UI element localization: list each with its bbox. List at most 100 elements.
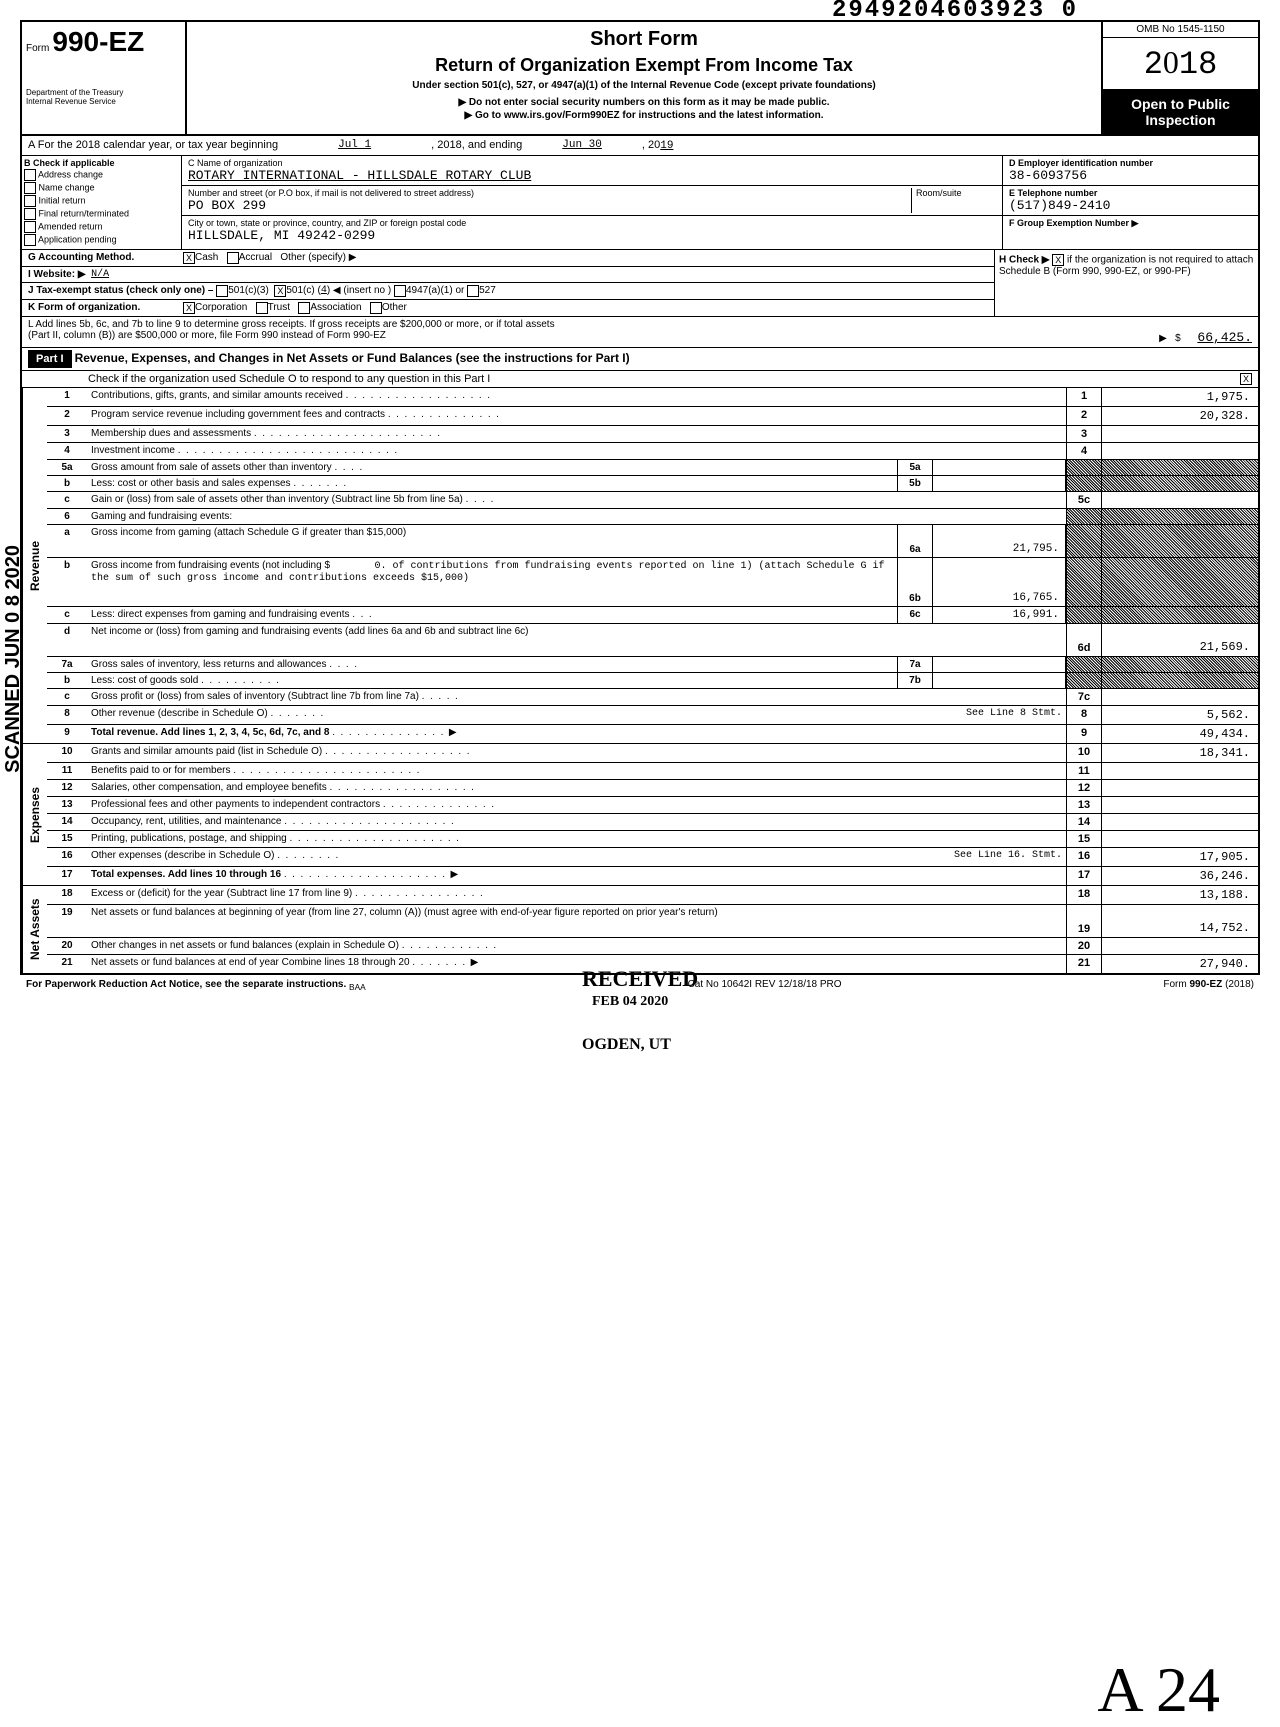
row-a-tax-year: A For the 2018 calendar year, or tax yea… bbox=[22, 136, 1258, 156]
omb-number: OMB No 1545-1150 bbox=[1103, 22, 1258, 38]
line-1-val: 1,975. bbox=[1101, 388, 1258, 406]
line-6a-shaded bbox=[1066, 525, 1101, 557]
line-15-box: 15 bbox=[1066, 831, 1101, 847]
line-11-desc: Benefits paid to or for members bbox=[91, 765, 231, 776]
row-j: J Tax-exempt status (check only one) – 5… bbox=[22, 283, 994, 300]
tax-year-begin: Jul 1 bbox=[338, 139, 371, 152]
line-21-box: 21 bbox=[1066, 955, 1101, 973]
cb-initial-return[interactable] bbox=[24, 195, 36, 207]
cb-name-change[interactable] bbox=[24, 182, 36, 194]
ein-value: 38-6093756 bbox=[1009, 168, 1252, 183]
line-5c-num: c bbox=[47, 492, 87, 508]
line-21-desc: Net assets or fund balances at end of ye… bbox=[91, 957, 410, 968]
line-13-val bbox=[1101, 797, 1258, 813]
footer-cat: Cat No 10642I REV 12/18/18 PRO bbox=[688, 979, 842, 992]
line-1-box: 1 bbox=[1066, 388, 1101, 406]
lbl-cash: Cash bbox=[195, 252, 218, 264]
line-9-desc: Total revenue. Add lines 1, 2, 3, 4, 5c,… bbox=[91, 727, 329, 738]
cb-address-change[interactable] bbox=[24, 169, 36, 181]
line-14-desc: Occupancy, rent, utilities, and maintena… bbox=[91, 816, 281, 827]
row-l: L Add lines 5b, 6c, and 7b to line 9 to … bbox=[22, 317, 1258, 348]
cb-final-return[interactable] bbox=[24, 208, 36, 220]
cb-trust[interactable] bbox=[256, 302, 268, 314]
cb-amended[interactable] bbox=[24, 221, 36, 233]
cb-schedule-o[interactable]: X bbox=[1240, 373, 1252, 385]
line-5a-desc: Gross amount from sale of assets other t… bbox=[91, 462, 332, 473]
cb-pending[interactable] bbox=[24, 234, 36, 246]
row-i: I Website: ▶ N/A bbox=[22, 267, 994, 283]
line-6b-mval: 16,765. bbox=[933, 558, 1066, 606]
row-j-label: J Tax-exempt status (check only one) – bbox=[28, 285, 213, 297]
cb-501c[interactable]: X bbox=[274, 285, 286, 297]
line-10-box: 10 bbox=[1066, 744, 1101, 762]
line-5c-desc: Gain or (loss) from sale of assets other… bbox=[91, 494, 463, 505]
cb-schedule-b[interactable]: X bbox=[1052, 254, 1064, 266]
line-5c-val bbox=[1101, 492, 1258, 508]
line-4-desc: Investment income bbox=[91, 445, 175, 456]
cb-4947[interactable] bbox=[394, 285, 406, 297]
line-9-num: 9 bbox=[47, 725, 87, 743]
line-5b-desc: Less: cost or other basis and sales expe… bbox=[91, 478, 291, 489]
cb-cash[interactable]: X bbox=[183, 252, 195, 264]
footer: For Paperwork Reduction Act Notice, see … bbox=[20, 975, 1260, 996]
line-18-val: 13,188. bbox=[1101, 886, 1258, 904]
line-6-desc: Gaming and fundraising events: bbox=[87, 509, 1066, 524]
line-8-num: 8 bbox=[47, 706, 87, 724]
col-c-org-info: C Name of organization ROTARY INTERNATIO… bbox=[182, 156, 1002, 249]
line-12-val bbox=[1101, 780, 1258, 796]
net-assets-section: Net Assets 18Excess or (deficit) for the… bbox=[22, 885, 1258, 973]
tax-year: 2018 bbox=[1103, 38, 1258, 90]
line-7b-num: b bbox=[47, 673, 87, 688]
line-20-box: 20 bbox=[1066, 938, 1101, 954]
line-7a-desc: Gross sales of inventory, less returns a… bbox=[91, 659, 326, 670]
net-assets-side-label: Net Assets bbox=[22, 886, 47, 973]
col-b-heading: B Check if applicable bbox=[24, 158, 179, 168]
line-7c-num: c bbox=[47, 689, 87, 705]
city-label: City or town, state or province, country… bbox=[188, 218, 996, 228]
form-header: Form 990-EZ Department of the Treasury I… bbox=[22, 22, 1258, 136]
line-2-desc: Program service revenue including govern… bbox=[91, 409, 385, 420]
cb-corp[interactable]: X bbox=[183, 302, 195, 314]
revenue-section: Revenue 1Contributions, gifts, grants, a… bbox=[22, 388, 1258, 743]
line-19-desc: Net assets or fund balances at beginning… bbox=[87, 905, 1066, 937]
line-20-num: 20 bbox=[47, 938, 87, 954]
cb-other-org[interactable] bbox=[370, 302, 382, 314]
form-prefix: Form bbox=[26, 43, 49, 54]
website-value: N/A bbox=[91, 269, 109, 280]
line-5a-shaded bbox=[1066, 460, 1101, 475]
line-13-box: 13 bbox=[1066, 797, 1101, 813]
line-7b-mbox: 7b bbox=[897, 673, 933, 688]
row-l-line1: L Add lines 5b, 6c, and 7b to line 9 to … bbox=[28, 319, 1252, 330]
line-14-num: 14 bbox=[47, 814, 87, 830]
line-5b-mbox: 5b bbox=[897, 476, 933, 491]
line-14-val bbox=[1101, 814, 1258, 830]
lbl-501c3: 501(c)(3) bbox=[228, 285, 269, 297]
scanned-stamp: SCANNED JUN 0 8 2020 bbox=[2, 545, 25, 773]
line-15-num: 15 bbox=[47, 831, 87, 847]
group-exemption-label: F Group Exemption Number ▶ bbox=[1009, 218, 1252, 229]
line-6c-mbox: 6c bbox=[897, 607, 933, 623]
line-2-val: 20,328. bbox=[1101, 407, 1258, 425]
cb-accrual[interactable] bbox=[227, 252, 239, 264]
lbl-final-return: Final return/terminated bbox=[39, 208, 130, 218]
lbl-trust: Trust bbox=[268, 302, 290, 314]
line-20-val bbox=[1101, 938, 1258, 954]
org-name: ROTARY INTERNATIONAL - HILLSDALE ROTARY … bbox=[188, 168, 996, 183]
line-7b-shaded bbox=[1066, 673, 1101, 688]
cb-assoc[interactable] bbox=[298, 302, 310, 314]
line-7b-mval bbox=[933, 673, 1066, 688]
line-8-box: 8 bbox=[1066, 706, 1101, 724]
footer-paperwork: For Paperwork Reduction Act Notice, see … bbox=[26, 979, 346, 990]
line-11-box: 11 bbox=[1066, 763, 1101, 779]
form-990ez: 2949204603923 0 Form 990-EZ Department o… bbox=[20, 20, 1260, 975]
row-i-label: I Website: ▶ bbox=[28, 269, 86, 280]
form-number-box: Form 990-EZ Department of the Treasury I… bbox=[22, 22, 187, 134]
line-10-num: 10 bbox=[47, 744, 87, 762]
part1-check-text: Check if the organization used Schedule … bbox=[88, 373, 490, 385]
line-16-num: 16 bbox=[47, 848, 87, 866]
line-6c-desc: Less: direct expenses from gaming and fu… bbox=[91, 609, 349, 620]
part1-label: Part I bbox=[28, 350, 72, 368]
cb-527[interactable] bbox=[467, 285, 479, 297]
cb-501c3[interactable] bbox=[216, 285, 228, 297]
line-17-desc: Total expenses. Add lines 10 through 16 bbox=[91, 869, 281, 880]
